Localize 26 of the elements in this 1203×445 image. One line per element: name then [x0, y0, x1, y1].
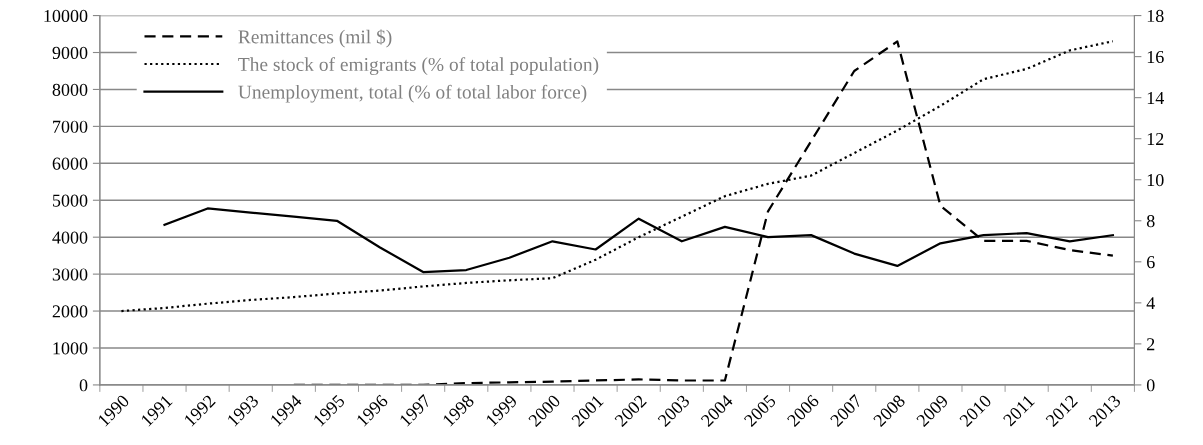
legend-label: Unemployment, total (% of total labor force)	[238, 84, 587, 103]
y-tick-label: 5000	[52, 194, 88, 207]
y-tick-label: 1000	[53, 342, 88, 355]
y-tick-label: 2000	[52, 305, 88, 318]
y-tick-label: 10000	[44, 9, 88, 23]
y2-tick-label: 0	[1146, 379, 1155, 392]
y2-tick-label: 4	[1146, 297, 1155, 310]
y-tick-label: 9000	[52, 46, 88, 59]
y-tick-label: 3000	[52, 268, 88, 281]
y-tick-label: 0	[79, 379, 88, 392]
y2-tick-label: 2	[1147, 338, 1155, 351]
y2-tick-label: 14	[1147, 92, 1165, 104]
y-tick-label: 6000	[52, 157, 88, 170]
y2-tick-label: 8	[1146, 215, 1155, 228]
y2-tick-label: 6	[1147, 256, 1155, 269]
y2-tick-label: 18	[1147, 9, 1164, 23]
legend-label: The stock of emigrants (% of total population)	[238, 57, 599, 76]
y-tick-label: 8000	[52, 83, 88, 96]
y2-tick-label: 12	[1147, 133, 1164, 145]
legend-label: Remittances (mil $)	[238, 29, 392, 48]
x-tick-label: 2011	[1002, 394, 1035, 427]
x-tick-label: 1991	[140, 394, 173, 427]
y2-tick-label: 10	[1147, 173, 1164, 187]
y-tick-label: 4000	[52, 231, 88, 244]
y2-tick-label: 16	[1147, 50, 1164, 64]
y-tick-label: 7000	[53, 120, 88, 133]
